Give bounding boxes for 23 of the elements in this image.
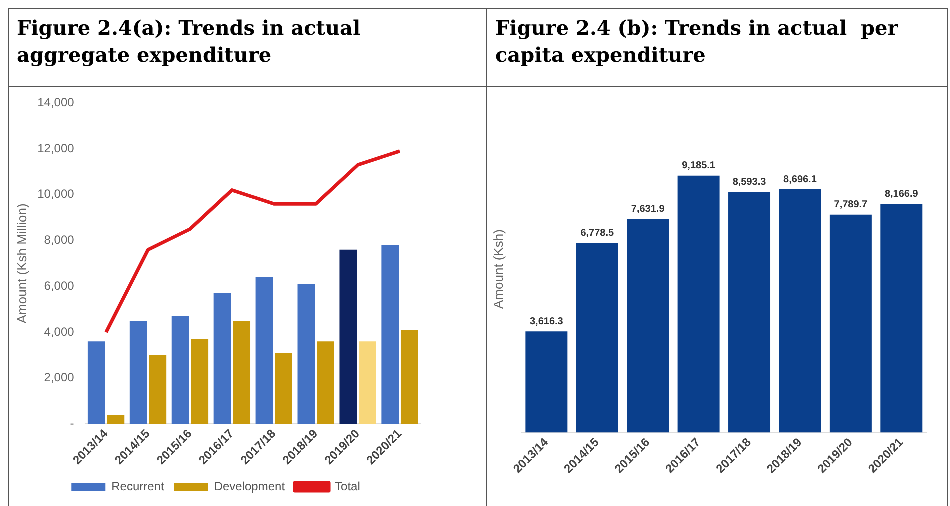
chart-title: Figure 2.4(a): Trends in actual aggregate expenditure xyxy=(9,9,486,87)
data-label: 8,696.1 xyxy=(784,174,818,186)
y-tick-label: 2,000 xyxy=(44,370,75,385)
y-axis-title: Amount (Ksh Million) xyxy=(14,204,30,324)
legend-label: Recurrent xyxy=(112,479,165,494)
y-tick-label: 12,000 xyxy=(38,141,75,156)
data-label: 7,631.9 xyxy=(632,204,666,216)
data-label: 6,778.5 xyxy=(581,228,615,239)
y-tick-label: 8,000 xyxy=(44,233,75,248)
data-label: 3,616.3 xyxy=(530,316,564,328)
y-tick-label: - xyxy=(70,416,74,430)
y-tick-label: 10,000 xyxy=(38,187,75,202)
chart-title: Figure 2.4 (b): Trends in actual per capita expenditure xyxy=(487,9,947,87)
data-label: 9,185.1 xyxy=(682,160,716,172)
y-tick-label: 4,000 xyxy=(44,324,75,339)
y-tick-label: 14,000 xyxy=(38,96,75,110)
data-label: 7,789.7 xyxy=(834,200,869,211)
y-axis-title: Amount (Ksh) xyxy=(491,230,506,309)
y-tick-label: 6,000 xyxy=(44,278,75,293)
data-label: 8,593.3 xyxy=(733,177,768,188)
legend-label: Total xyxy=(335,479,360,494)
legend-label: Development xyxy=(214,479,286,494)
data-label: 8,166.9 xyxy=(885,189,920,200)
